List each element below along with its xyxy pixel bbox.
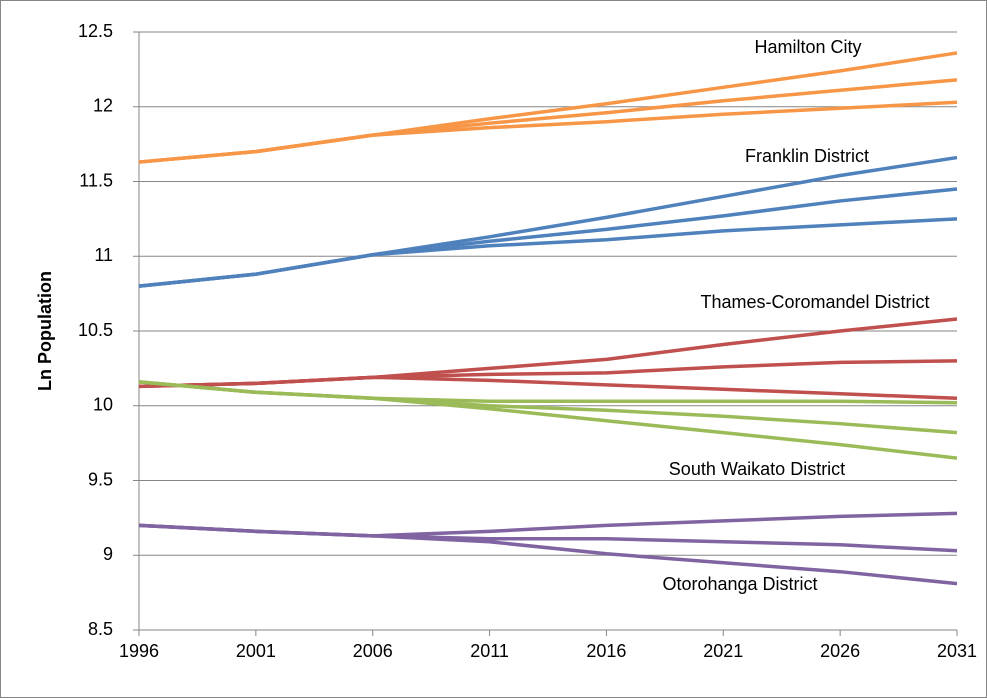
x-tick-label: 2011 bbox=[470, 641, 509, 661]
series-line bbox=[138, 217, 958, 288]
annotation: Franklin District bbox=[745, 146, 869, 166]
y-tick-label: 12.5 bbox=[78, 21, 113, 41]
y-tick-label: 10.5 bbox=[78, 320, 113, 340]
y-tick-label: 11.5 bbox=[79, 170, 113, 190]
y-tick-label: 9 bbox=[103, 544, 113, 564]
series-line bbox=[138, 380, 958, 460]
annotation: Otorohanga District bbox=[662, 574, 817, 594]
x-tick-label: 1996 bbox=[119, 641, 159, 661]
x-tick-label: 2031 bbox=[937, 641, 977, 661]
y-tick-label: 11 bbox=[94, 245, 113, 265]
x-tick-label: 2016 bbox=[586, 641, 626, 661]
series-line bbox=[138, 375, 958, 401]
series-line bbox=[138, 100, 958, 164]
x-tick-label: 2021 bbox=[703, 641, 743, 661]
annotation: South Waikato District bbox=[669, 459, 845, 479]
y-tick-label: 8.5 bbox=[88, 619, 113, 639]
annotation: Hamilton City bbox=[754, 37, 861, 57]
annotation: Thames-Coromandel District bbox=[700, 292, 929, 312]
y-tick-label: 10 bbox=[93, 395, 113, 415]
y-tick-label: 9.5 bbox=[88, 469, 113, 489]
x-tick-label: 2001 bbox=[236, 641, 276, 661]
y-axis-label: Ln Population bbox=[35, 271, 55, 391]
y-tick-label: 12 bbox=[93, 96, 113, 116]
series-line bbox=[138, 523, 958, 586]
x-tick-label: 2026 bbox=[820, 641, 860, 661]
x-tick-label: 2006 bbox=[353, 641, 393, 661]
